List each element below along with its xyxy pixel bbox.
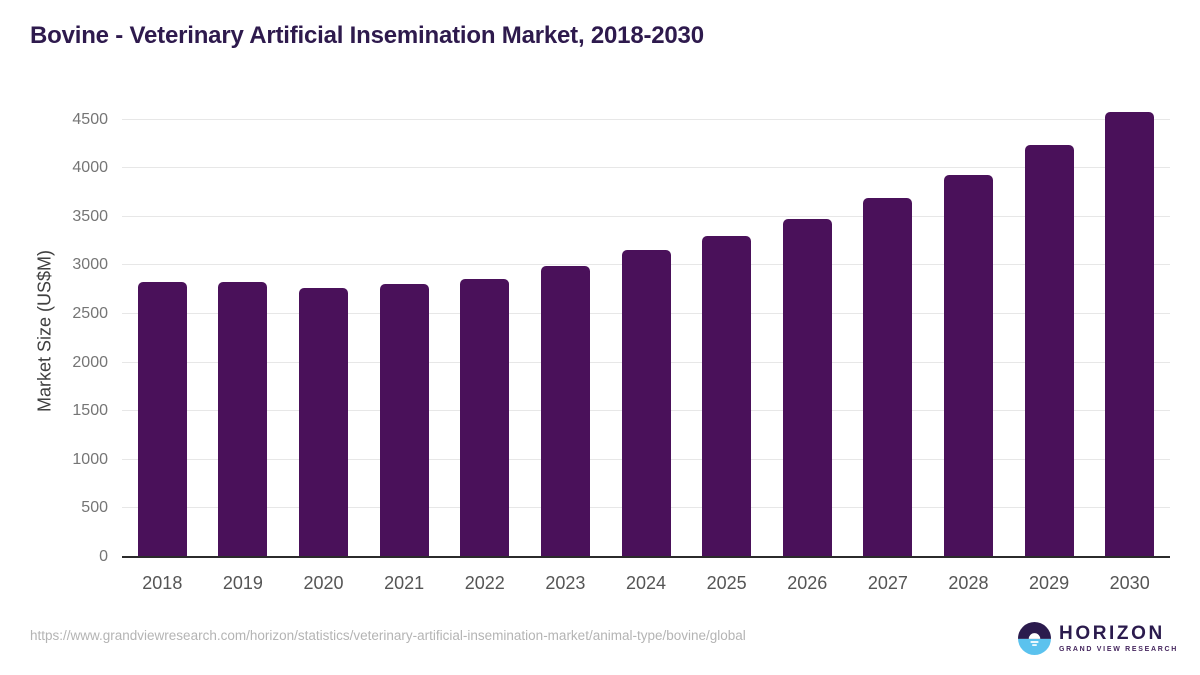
xlabel-2026: 2026 [787,573,828,593]
bar-2025 [702,236,752,557]
logo-text-block: HORIZON GRAND VIEW RESEARCH [1059,624,1178,653]
ytick-1500: 1500 [72,402,108,420]
gridline-3500 [122,215,1170,217]
xlabel-2027: 2027 [867,573,908,593]
ytick-3000: 3000 [72,256,108,274]
bar-2020 [299,287,349,557]
bar-2022 [460,279,510,557]
xlabel-2030: 2030 [1109,573,1150,593]
xlabel-2025: 2025 [706,573,747,593]
xlabel-2028: 2028 [948,573,989,593]
xlabel-2019: 2019 [222,573,263,593]
bar-2028 [943,175,993,557]
ytick-4500: 4500 [72,110,108,128]
y-axis-tick-labels: 0 500 1000 1500 2000 2500 3000 3500 4000 4500 [38,105,108,565]
bar-2024 [621,250,671,557]
xlabel-2018: 2018 [142,573,183,593]
plot-area [122,105,1170,557]
bar-2019 [218,281,268,557]
x-axis-labels: 2018 2019 2020 2021 2022 2023 2024 2025 2026 2027… [122,570,1170,596]
bar-2018 [137,281,187,557]
gridline-4000 [122,167,1170,169]
chart-title: Bovine - Veterinary Artificial Inseminat… [30,22,704,49]
xlabel-2021: 2021 [384,573,425,593]
ytick-2500: 2500 [72,305,108,322]
x-axis-line [122,556,1170,558]
bar-2027 [863,198,913,557]
horizon-sun-icon [1018,622,1051,655]
ytick-1000: 1000 [72,450,108,468]
bar-2030 [1105,111,1155,557]
xlabel-2029: 2029 [1029,573,1070,593]
xlabel-2023: 2023 [545,573,586,593]
logo-wordmark: HORIZON [1059,623,1165,644]
horizon-logo: HORIZON GRAND VIEW RESEARCH [1018,622,1178,655]
logo-subtitle: GRAND VIEW RESEARCH [1059,646,1179,653]
xlabel-2024: 2024 [625,573,667,593]
ytick-0: 0 [99,548,108,565]
ytick-2000: 2000 [72,353,108,371]
xlabel-2020: 2020 [303,573,344,593]
xlabel-2022: 2022 [464,573,505,593]
bar-2029 [1024,144,1074,557]
ytick-4000: 4000 [72,159,108,177]
ytick-500: 500 [81,499,108,517]
bar-2023 [540,266,590,557]
source-url: https://www.grandviewresearch.com/horizo… [30,628,746,643]
ytick-3500: 3500 [72,207,108,225]
gridline-4500 [122,118,1170,120]
bar-2021 [379,283,429,557]
bar-2026 [782,219,832,557]
